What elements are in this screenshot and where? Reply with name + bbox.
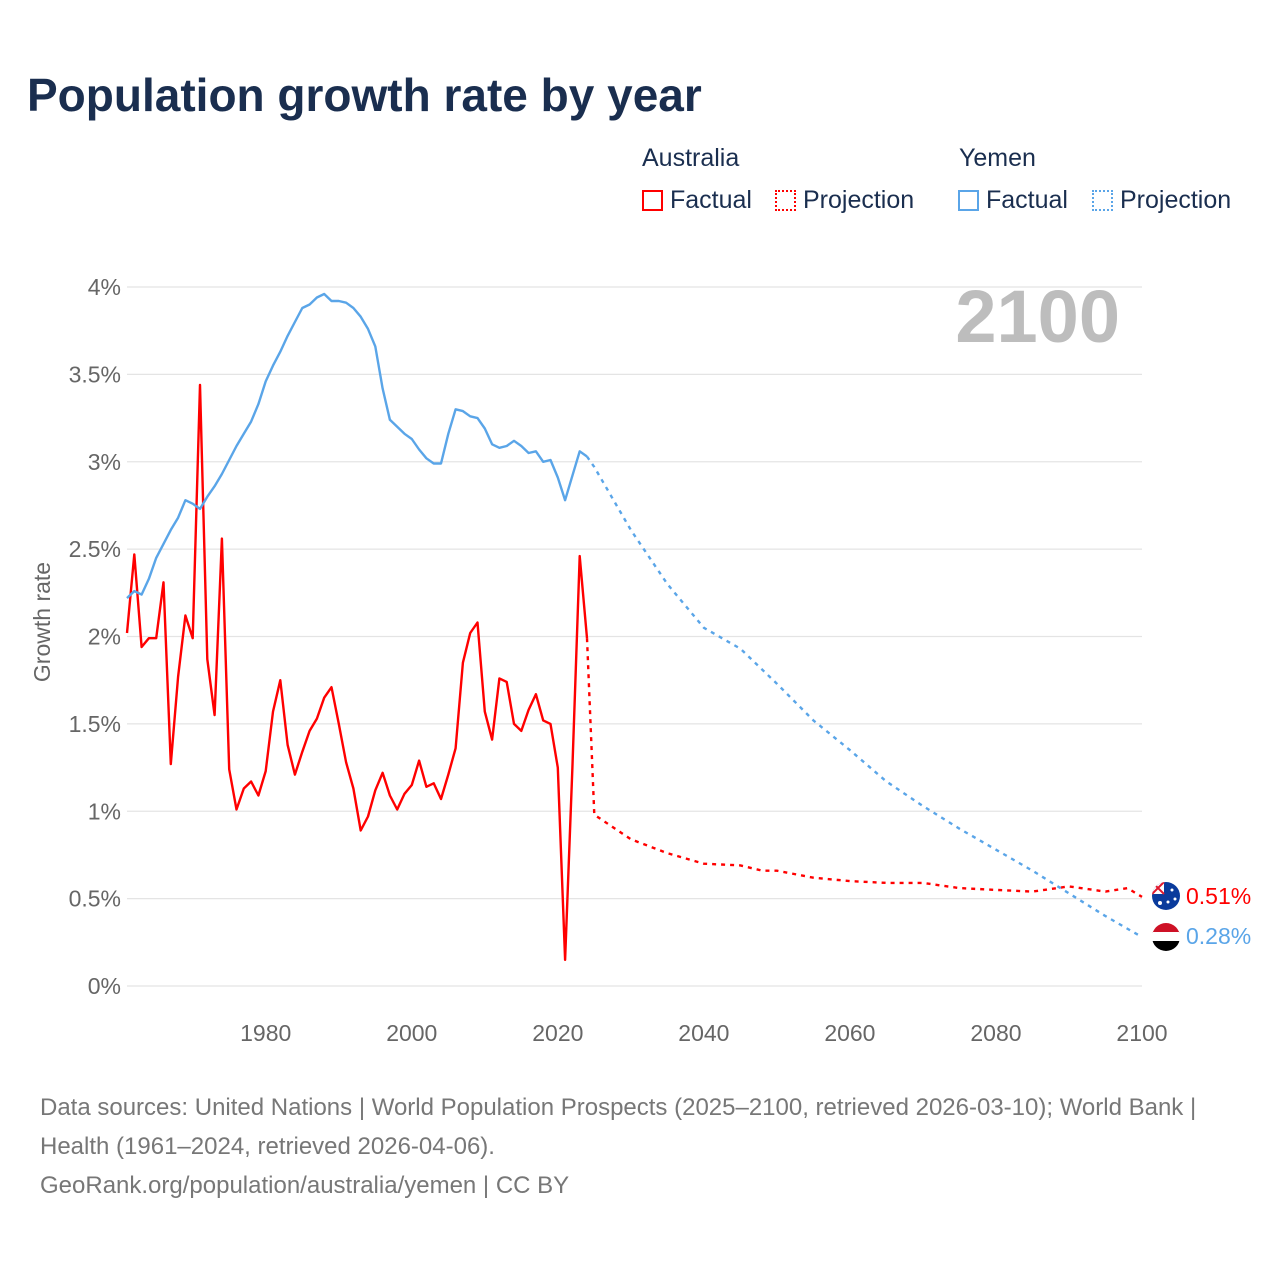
legend-swatch-dotted (775, 190, 796, 211)
y-tick-label: 4% (88, 274, 121, 300)
legend-group-australia: Australia (642, 144, 740, 172)
x-tick-label: 2040 (678, 1020, 729, 1046)
y-axis-label: Growth rate (29, 562, 55, 682)
yemen-end-label: 0.28% (1186, 923, 1251, 949)
australia-projection-line (585, 638, 1143, 898)
x-tick-label: 2020 (532, 1020, 583, 1046)
chart-title: Population growth rate by year (27, 69, 702, 121)
legend-yemen-projection[interactable]: Projection (1092, 186, 1231, 215)
australia-factual-line (125, 383, 589, 961)
x-tick-label: 2080 (970, 1020, 1021, 1046)
line-chart: 0% 0.5% 1% 1.5% 2% 2.5% 3% 3.5% 4% 1980 2000 2020 20… (29, 274, 1251, 1046)
x-tick-label: 2000 (386, 1020, 437, 1046)
legend-label: Projection (803, 186, 915, 214)
yemen-flag-icon (1152, 923, 1180, 951)
legend-australia-factual[interactable]: Factual (642, 186, 752, 215)
yemen-projection-line (586, 455, 1143, 939)
y-tick-label: 2.5% (69, 536, 121, 562)
source-text: Data sources: United Nations | World Pop… (40, 1094, 1197, 1160)
year-watermark: 2100 (955, 275, 1120, 358)
y-tick-label: 2% (88, 624, 121, 650)
y-tick-label: 1.5% (69, 711, 121, 737)
source-note: Data sources: United Nations | World Pop… (40, 1088, 1240, 1205)
y-tick-label: 0% (88, 973, 121, 999)
x-tick-label: 2100 (1116, 1020, 1167, 1046)
y-tick-label: 3% (88, 449, 121, 475)
y-tick-label: 3.5% (69, 361, 121, 387)
y-tick-label: 0.5% (69, 886, 121, 912)
legend-swatch-solid (958, 190, 979, 211)
legend-label: Projection (1120, 186, 1232, 214)
x-tick-label: 2060 (824, 1020, 875, 1046)
yemen-factual-line (126, 292, 588, 599)
legend-yemen-factual[interactable]: Factual (958, 186, 1068, 215)
australia-flag-icon (1152, 882, 1180, 910)
australia-end-label: 0.51% (1186, 883, 1251, 909)
legend-australia-projection[interactable]: Projection (775, 186, 914, 215)
legend-group-yemen: Yemen (959, 144, 1036, 172)
legend-label: Factual (670, 186, 752, 214)
legend-label: Factual (986, 186, 1068, 214)
legend-swatch-solid (642, 190, 663, 211)
y-tick-label: 1% (88, 798, 121, 824)
source-link[interactable]: GeoRank.org/population/australia/yemen |… (40, 1172, 570, 1199)
x-tick-label: 1980 (240, 1020, 291, 1046)
legend-swatch-dotted (1092, 190, 1113, 211)
